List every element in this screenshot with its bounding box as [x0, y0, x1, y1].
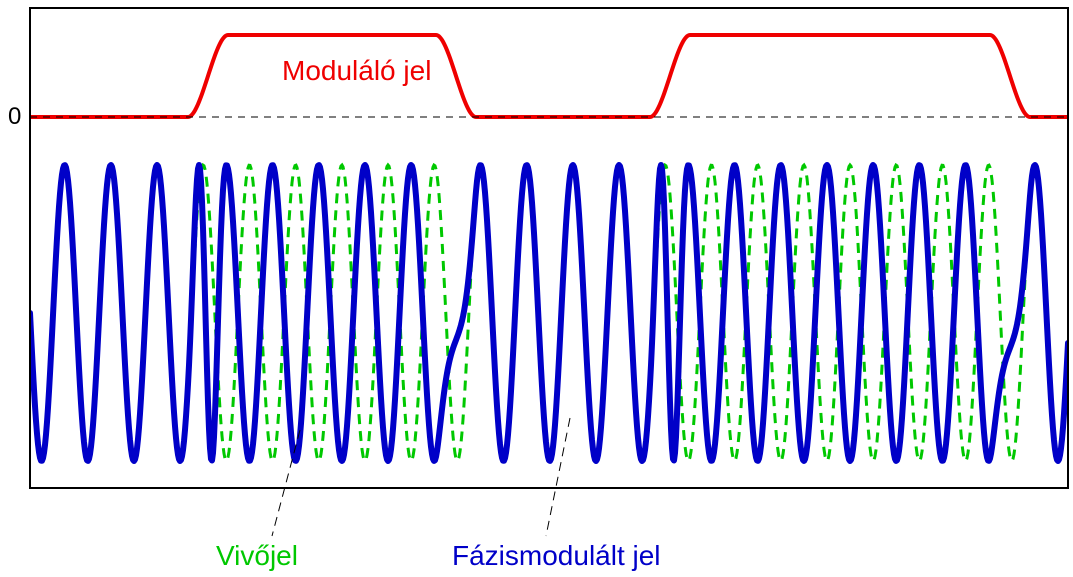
- carrier-leader-line: [272, 430, 300, 536]
- carrier-label: Vivőjel: [216, 540, 298, 571]
- phase-modulated-leader-line: [546, 418, 570, 536]
- axis-zero-label: 0: [8, 103, 21, 130]
- phase-modulated-label: Fázismodulált jel: [452, 540, 661, 571]
- modulating-signal-label: Moduláló jel: [282, 55, 431, 86]
- mask-right: [1069, 0, 1073, 577]
- diagram-container: 0 Moduláló jel Vivőjel Fázismodulált jel: [0, 0, 1073, 577]
- diagram-svg: 0 Moduláló jel Vivőjel Fázismodulált jel: [0, 0, 1073, 577]
- modulating-signal-curve: [30, 35, 1068, 117]
- mask-left: [0, 0, 29, 577]
